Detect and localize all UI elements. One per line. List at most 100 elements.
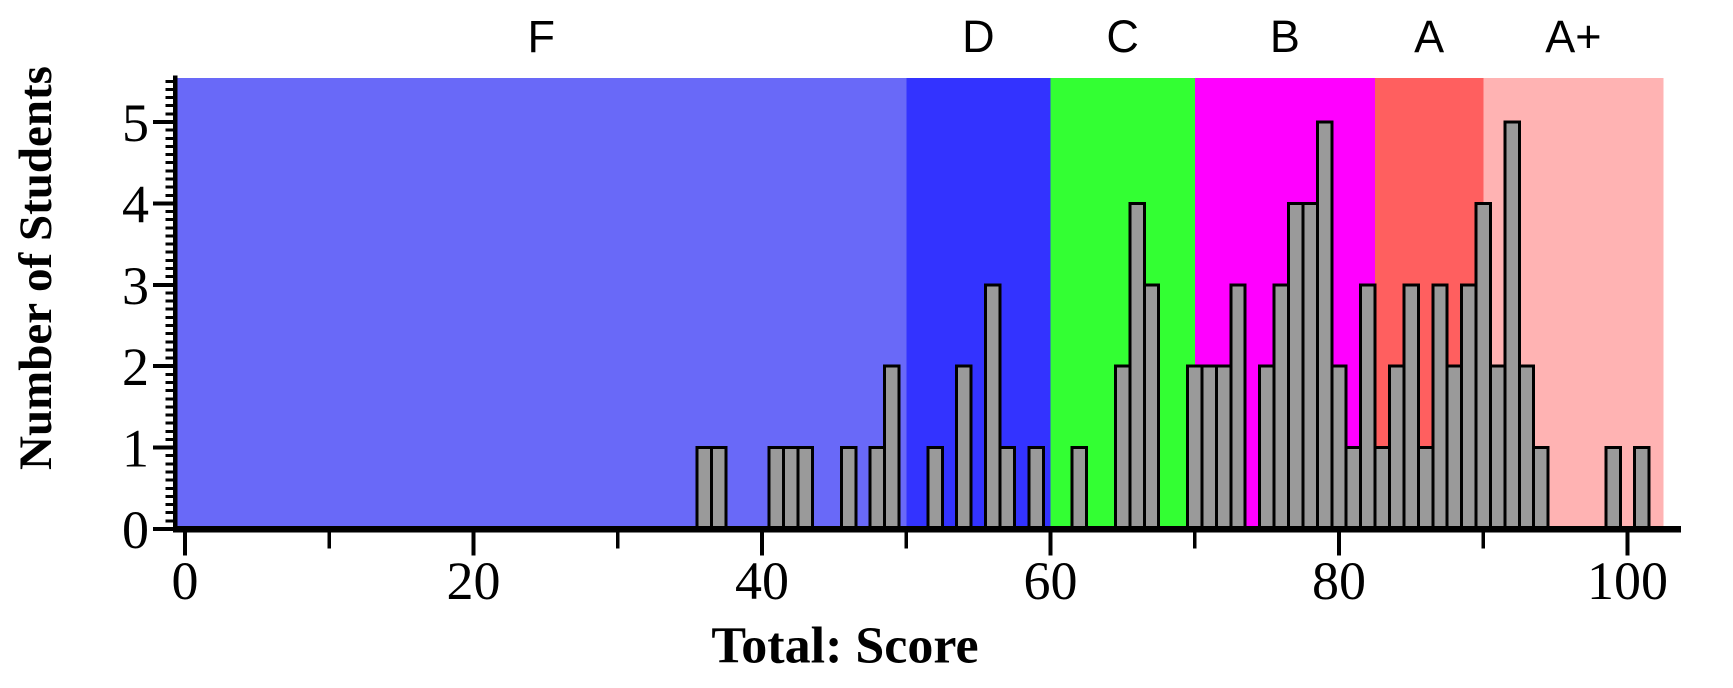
histogram-bar [1200,364,1218,532]
y-minor-tick [165,144,175,148]
histogram-bar [1503,120,1521,531]
x-tick-label: 20 [447,551,501,611]
histogram-bar [1229,283,1247,531]
histogram-bar [1431,283,1449,531]
y-minor-tick [165,348,175,352]
histogram-bar [767,446,786,532]
histogram-bar [883,364,901,532]
y-axis-line [173,75,178,533]
y-minor-tick [165,299,175,303]
grade-band-label: A+ [1545,11,1601,62]
y-major-tick [153,527,175,531]
y-minor-tick [165,226,175,230]
y-major-tick [153,445,175,450]
y-minor-tick [165,250,175,254]
y-minor-tick [165,356,175,360]
x-major-tick [1048,532,1053,556]
y-major-tick [153,282,175,287]
y-tick-label: 2 [122,337,149,397]
x-major-tick [183,532,187,556]
x-major-tick [1625,532,1630,556]
histogram-bar [1373,446,1391,532]
histogram-bar [1186,364,1204,532]
histogram-bar [1301,201,1319,531]
histogram-bar [1460,283,1478,531]
axis-labels: F D C B A A+ 0 20 40 60 80 100 0 1 2 3 4 5 [122,11,1668,611]
y-major-tick [153,201,175,206]
y-minor-tick [165,275,175,279]
y-minor-tick [165,258,175,262]
y-minor-tick [165,462,175,466]
y-minor-tick [165,242,175,246]
y-minor-tick [165,185,175,189]
x-axis-line [173,526,1681,533]
x-major-tick [1337,532,1341,556]
y-minor-tick [165,372,175,376]
y-minor-tick [165,494,175,498]
y-tick-label: 5 [122,93,149,153]
y-minor-tick [165,104,175,108]
histogram-bar [1604,446,1622,532]
y-minor-tick [165,210,175,214]
histogram-bar [1517,364,1536,532]
x-minor-tick [1481,532,1485,549]
histogram-bar [1445,364,1464,532]
grade-band-label: D [962,11,995,62]
histogram-bar [1070,446,1089,532]
x-minor-tick [1193,532,1197,549]
y-minor-tick [165,421,175,425]
histogram-bar [839,446,858,532]
y-minor-tick [165,511,175,515]
y-minor-tick [165,486,175,490]
histogram-bar [1402,283,1420,531]
y-minor-tick [165,470,175,474]
histogram-bar [1027,446,1045,532]
y-tick-label: 4 [122,174,149,234]
histogram-bar [796,446,814,532]
histogram-bar [998,446,1016,532]
histogram-bar [1387,364,1406,532]
x-tick-label: 100 [1587,551,1668,611]
histogram-bar [868,446,887,532]
x-tick-label: 40 [735,551,789,611]
histogram-bar [1633,446,1651,532]
histogram-bar [926,446,944,532]
grade-band-label: F [528,11,556,62]
histogram-bar [955,364,973,532]
y-minor-tick [165,429,175,433]
y-minor-tick [165,112,175,116]
histogram-bar [1113,364,1132,532]
histogram-bar [1128,201,1146,531]
x-major-tick [760,532,764,556]
y-minor-tick [165,161,175,165]
histogram-bar [1142,283,1161,531]
histogram-bar [695,446,714,532]
y-minor-tick [165,437,175,441]
y-minor-tick [165,324,175,327]
histogram-bar [1416,446,1435,532]
y-tick-label: 1 [122,419,149,479]
y-minor-tick [165,193,175,197]
histogram-bar [1315,120,1334,531]
x-minor-tick [904,532,908,549]
y-minor-tick [165,87,175,91]
x-axis-title: Total: Score [711,617,979,675]
y-tick-label: 3 [122,256,149,316]
y-minor-tick [165,267,175,271]
histogram-bar [984,283,1002,531]
y-minor-tick [165,169,175,173]
y-minor-tick [165,234,175,238]
grade-band-label: A [1414,11,1444,62]
histogram-bar [1359,283,1377,531]
y-minor-tick [165,96,175,100]
y-tick-label: 0 [122,500,149,560]
histogram-bar [1258,364,1276,532]
x-minor-tick [616,532,620,549]
histogram-bar [1214,364,1233,532]
x-tick-label: 0 [172,551,199,611]
y-minor-tick [165,291,175,295]
histogram-bar [1532,446,1550,532]
y-major-tick [153,120,175,124]
